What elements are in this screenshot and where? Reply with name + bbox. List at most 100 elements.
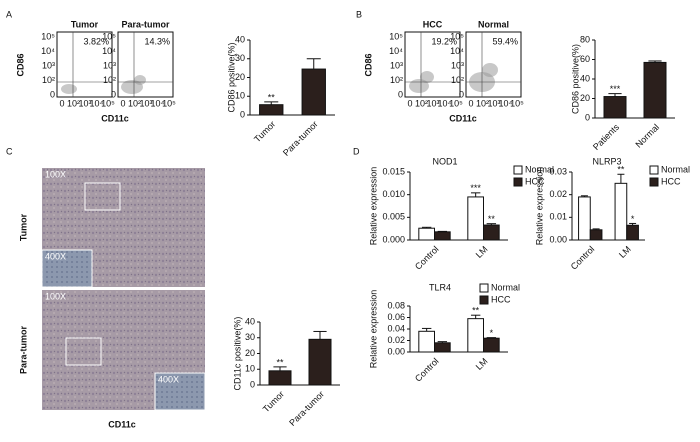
flow-x-tick: 10⁴ <box>499 98 513 108</box>
flow-y-tick: 10² <box>390 75 403 85</box>
y-tick-label: 20 <box>580 93 590 103</box>
flow-y-tick: 10² <box>451 75 464 85</box>
flow-y-tick: 0 <box>111 89 116 99</box>
magnification: 400X <box>45 251 66 261</box>
significance: *** <box>610 84 621 94</box>
flow-y-tick: 10⁴ <box>102 46 116 56</box>
legend-swatch <box>479 283 489 293</box>
magnification: 100X <box>45 169 66 179</box>
x-tick-label: LM <box>474 356 490 372</box>
flow-x-tick: 10³ <box>139 98 152 108</box>
y-tick-label: 30 <box>245 332 255 342</box>
significance: ** <box>276 357 284 367</box>
x-tick-label: Para-tumor <box>287 389 326 428</box>
y-tick-label: 10 <box>245 364 255 374</box>
y-axis-label: Relative expression <box>368 167 378 246</box>
flow-y-tick: 10³ <box>103 60 116 70</box>
y-tick-label: 0 <box>240 109 245 119</box>
y-tick-label: 20 <box>235 72 245 82</box>
x-tick-label: LM <box>474 244 490 260</box>
y-tick-label: 40 <box>235 34 245 44</box>
panel-letter: A <box>6 9 12 19</box>
y-tick-label: 0.03 <box>549 166 567 176</box>
legend-label: Normal <box>525 164 554 174</box>
y-axis-label: CD86 positive(%) <box>226 42 236 112</box>
flow-x-tick: 0 <box>120 98 125 108</box>
flow-x-tick: 10³ <box>426 98 439 108</box>
cell-cloud <box>61 84 77 94</box>
magnification: 400X <box>158 374 179 384</box>
y-tick-label: 0.01 <box>549 212 567 222</box>
bar <box>643 61 667 119</box>
chart-title: NLRP3 <box>592 156 621 166</box>
y-tick-label: 0.000 <box>382 234 405 244</box>
flow-y-tick: 10³ <box>390 60 403 70</box>
flow-x-tick: 10² <box>128 98 141 108</box>
bar <box>418 330 436 353</box>
flow-y-tick: 10⁵ <box>389 31 403 41</box>
y-axis-label: CD86 positive(%) <box>570 44 580 114</box>
significance: * <box>631 214 635 224</box>
y-tick-label: 0 <box>250 379 255 389</box>
row-label: Para-tumor <box>18 326 28 375</box>
bar <box>483 224 500 241</box>
flow-percent: 59.4% <box>492 36 518 46</box>
y-tick-label: 80 <box>580 34 590 44</box>
flow-y-tick: 10³ <box>42 60 55 70</box>
y-tick-label: 20 <box>245 348 255 358</box>
x-tick-label: Tumor <box>261 389 286 414</box>
legend-label: HCC <box>661 176 681 186</box>
x-tick-label: Patients <box>591 122 621 152</box>
significance: ** <box>617 165 625 175</box>
flow-x-tick: 10³ <box>487 98 500 108</box>
bar <box>268 370 292 386</box>
panel-letter: B <box>356 9 362 19</box>
flow-x-tick: 0 <box>407 98 412 108</box>
flow-plot-frame <box>465 31 522 98</box>
cell-cloud <box>420 71 434 83</box>
y-tick-label: 0.08 <box>387 300 405 310</box>
flow-title: Tumor <box>71 19 99 29</box>
flow-x-tick: 10³ <box>78 98 91 108</box>
significance: * <box>490 328 494 338</box>
legend-swatch <box>513 177 523 187</box>
image-x-label: CD11c <box>108 419 136 429</box>
flow-x-tick: 10⁵ <box>101 98 115 108</box>
chart-title: NOD1 <box>432 156 457 166</box>
flow-x-tick: 10⁴ <box>90 98 104 108</box>
x-tick-label: Control <box>413 244 441 272</box>
flow-x-tick: 10² <box>415 98 428 108</box>
flow-title: Normal <box>478 19 509 29</box>
bar <box>589 229 603 241</box>
flow-y-tick: 0 <box>459 89 464 99</box>
y-tick-label: 0.06 <box>387 312 405 322</box>
y-tick-label: 0.04 <box>387 323 405 333</box>
bar <box>483 337 500 353</box>
flow-percent: 14.3% <box>144 36 170 46</box>
legend-label: Normal <box>661 164 690 174</box>
x-tick-label: Para-tumor <box>281 119 320 158</box>
flow-y-tick: 10⁴ <box>41 46 55 56</box>
flow-x-tick: 0 <box>59 98 64 108</box>
flow-x-tick: 0 <box>468 98 473 108</box>
significance: *** <box>470 183 481 193</box>
flow-x-label: CD11c <box>101 113 129 123</box>
flow-y-tick: 10⁵ <box>102 31 116 41</box>
zoom-box <box>84 182 121 211</box>
inset <box>41 249 93 288</box>
y-tick-label: 0.00 <box>387 346 405 356</box>
flow-x-tick: 10⁵ <box>510 98 524 108</box>
x-tick-label: Tumor <box>252 119 277 144</box>
panel-letter: C <box>6 146 13 156</box>
bar <box>626 224 639 241</box>
flow-percent: 3.82% <box>83 36 109 46</box>
y-tick-label: 0.010 <box>382 189 405 199</box>
flow-y-tick: 10⁵ <box>450 31 464 41</box>
magnification: 100X <box>45 291 66 301</box>
significance: ** <box>488 214 496 224</box>
legend-swatch <box>513 165 523 175</box>
flow-x-tick: 10² <box>67 98 80 108</box>
flow-y-tick: 10² <box>103 75 116 85</box>
bar <box>467 196 485 241</box>
